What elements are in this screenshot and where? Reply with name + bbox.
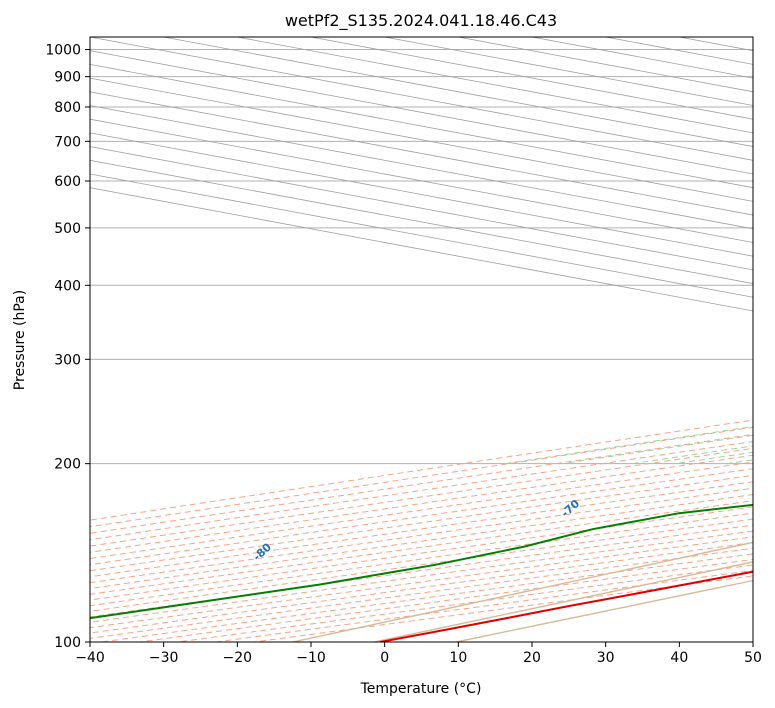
dry-adiabat-line — [90, 426, 753, 528]
dry-adiabat-line — [90, 530, 753, 623]
dry-adiabat-line — [90, 494, 753, 590]
temperature-profile-line — [380, 570, 753, 642]
dry-adiabat-line — [101, 553, 753, 642]
dry-adiabat-line — [90, 461, 753, 560]
y-tick-label: 1000 — [45, 43, 81, 59]
isotherm-line — [90, 187, 753, 312]
dry-adiabat-line — [90, 454, 753, 553]
y-tick-label: 700 — [54, 134, 81, 150]
x-tick-label: 0 — [380, 650, 389, 666]
x-tick-label: 50 — [744, 650, 762, 666]
dry-adiabat-line — [254, 575, 753, 642]
chart-title: wetPf2_S135.2024.041.18.46.C43 — [285, 11, 557, 31]
isotherm-line — [90, 63, 753, 189]
dry-adiabat-line — [90, 487, 753, 584]
isotherm-line — [90, 146, 753, 271]
dry-adiabat-line — [90, 518, 753, 612]
dry-adiabat-line — [139, 558, 753, 642]
x-tick-label: 20 — [523, 650, 541, 666]
isotherm-line — [90, 77, 753, 202]
moist-adiabat-line — [675, 451, 753, 465]
plot-frame — [89, 36, 754, 643]
dry-adiabat-line — [90, 524, 753, 618]
x-tick-label: −30 — [149, 650, 179, 666]
isotherm-line — [90, 91, 753, 216]
dry-adiabat-line — [90, 468, 753, 566]
isotherm-line — [90, 50, 753, 175]
y-tick-label: 200 — [54, 457, 81, 473]
dry-adiabat-line — [90, 419, 753, 521]
x-axis-label: Temperature (°C) — [360, 681, 482, 697]
x-tick-label: 40 — [670, 650, 688, 666]
isotherm-line — [752, 37, 753, 38]
dry-adiabat-label: -80 — [251, 540, 275, 563]
y-tick-label: 100 — [54, 635, 81, 651]
moist-adiabat-line — [726, 459, 753, 465]
isotherm-line — [90, 37, 753, 161]
dry-adiabat-line — [90, 536, 753, 629]
dry-adiabat-line — [90, 481, 753, 578]
dry-adiabat-line — [90, 512, 753, 607]
isotherm-line — [310, 37, 753, 120]
y-axis-label: Pressure (hPa) — [12, 290, 28, 390]
dry-adiabat-line — [90, 500, 753, 595]
dry-adiabat-line — [90, 547, 753, 639]
isotherm-line — [90, 159, 753, 284]
axes: −40 −30 −20 −10 0 10 20 30 40 50 100 200 300 400 500 60… — [45, 43, 762, 666]
dry-adiabat-line — [90, 506, 753, 601]
x-tick-label: 10 — [449, 650, 467, 666]
y-tick-label: 600 — [54, 174, 81, 190]
isotherm-line — [90, 173, 753, 298]
dry-adiabat-line — [90, 447, 753, 547]
dry-adiabat-line — [90, 474, 753, 572]
isotherm-line — [90, 132, 753, 257]
isotherm-line — [163, 37, 753, 147]
background-grid — [90, 37, 753, 642]
x-tick-label: 30 — [597, 650, 615, 666]
x-tick-label: −40 — [75, 650, 105, 666]
isotherm-line — [90, 105, 753, 230]
isotherm-line — [90, 118, 753, 243]
saturation-guide-curve — [292, 541, 753, 642]
x-tick-label: −10 — [296, 650, 326, 666]
y-tick-label: 400 — [54, 278, 81, 294]
moist-adiabat-line — [504, 425, 753, 465]
y-tick-label: 900 — [54, 70, 81, 86]
y-tick-label: 300 — [54, 352, 81, 368]
moist-adiabat-line — [561, 434, 753, 465]
x-tick-label: −20 — [223, 650, 253, 666]
y-tick-label: 500 — [54, 221, 81, 237]
y-tick-label: 800 — [54, 100, 81, 116]
dry-adiabat-line — [90, 440, 753, 541]
dry-adiabat-line — [90, 433, 753, 534]
